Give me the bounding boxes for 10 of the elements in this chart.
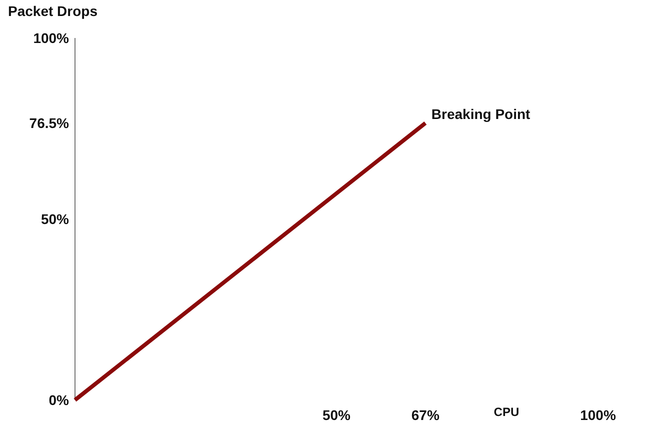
y-tick-label: 76.5% — [29, 114, 70, 131]
x-tick-label: 50% — [322, 407, 352, 423]
x-axis-title: CPU — [494, 405, 520, 419]
y-tick-label: 100% — [33, 30, 70, 46]
y-tick-label: 50% — [40, 210, 70, 227]
y-axis-title: Packet Drops — [8, 3, 98, 19]
annotation: Breaking Point — [431, 106, 531, 122]
x-tick-label: 100% — [580, 407, 616, 423]
y-tick-label: 0% — [48, 392, 70, 408]
x-tick-label: 67% — [411, 407, 440, 423]
